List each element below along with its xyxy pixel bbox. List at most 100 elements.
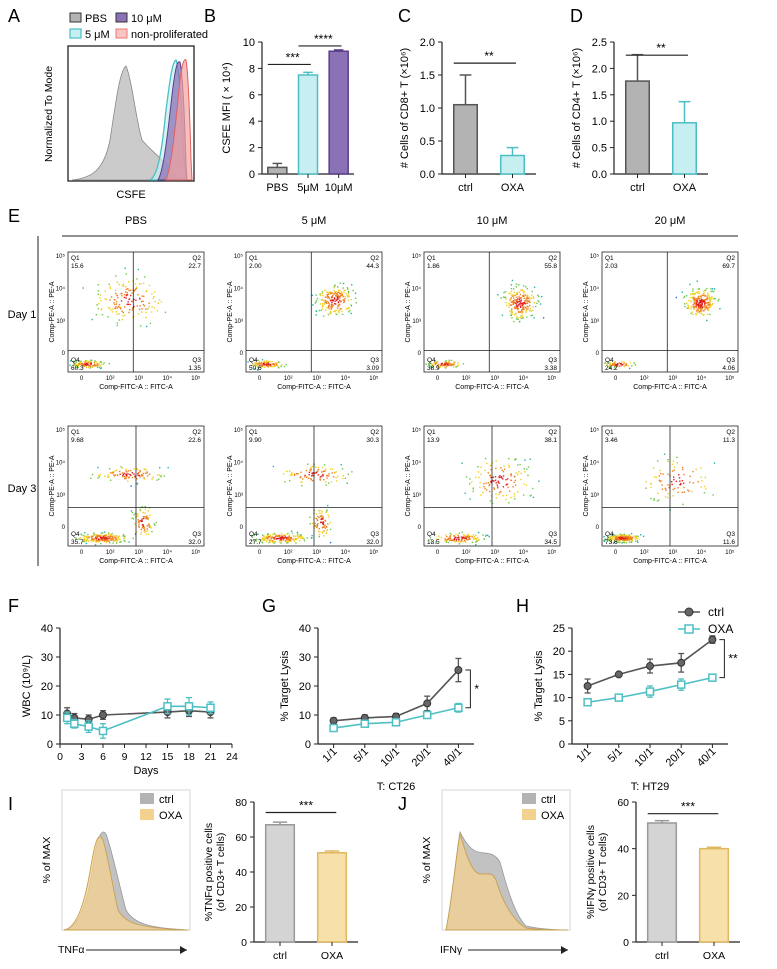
flow-event [515, 307, 517, 310]
flow-event [439, 364, 442, 367]
flow-event [351, 284, 353, 286]
flow-event [453, 363, 455, 365]
quad-q1-value: 2.03 [605, 263, 618, 270]
flow-event [273, 532, 276, 535]
bar-ctrl [646, 822, 678, 943]
flow-event [296, 538, 298, 540]
flow-event [269, 540, 271, 543]
flow-event [88, 366, 90, 368]
flow-event [608, 364, 611, 367]
flow-event [526, 300, 528, 302]
flow-event [146, 471, 149, 473]
x-tick-label: 10⁵ [369, 549, 379, 556]
y-tick-label: 10⁵ [590, 253, 600, 260]
flow-event [127, 480, 129, 482]
flow-event [259, 539, 262, 542]
flow-event [138, 520, 141, 522]
flow-event [88, 364, 90, 366]
flow-event [288, 535, 290, 537]
flow-event [94, 360, 96, 362]
flow-event [491, 502, 494, 505]
y-tick-label: 10⁴ [590, 459, 600, 466]
quad-q1-label: Q1 [71, 429, 80, 436]
flow-event [713, 288, 716, 290]
flow-event [522, 304, 524, 306]
flow-event [296, 531, 299, 534]
flow-event [88, 536, 90, 539]
flow-event [702, 310, 705, 312]
flow-event [326, 306, 328, 309]
flow-event [283, 365, 286, 368]
flow-event [142, 512, 145, 514]
flow-event [621, 361, 623, 363]
flow-event [268, 541, 270, 544]
flow-event [681, 479, 684, 482]
flow-event [135, 299, 137, 301]
flow-event [98, 366, 101, 368]
flow-event [109, 287, 112, 290]
flow-event [281, 537, 284, 539]
x-tick-label: 10⁵ [191, 375, 201, 382]
flow-event [128, 541, 130, 543]
flow-event [278, 361, 281, 364]
flow-event [527, 300, 529, 303]
flow-event [700, 309, 702, 311]
flow-event [80, 363, 82, 365]
flow-event [514, 299, 516, 301]
flow-event [696, 303, 698, 306]
flow-event [77, 366, 79, 369]
flow-event [309, 523, 311, 525]
flow-event [149, 514, 151, 516]
y-axis-label: WBC (10⁹/L) [21, 655, 33, 717]
flow-event [156, 310, 158, 312]
flow-event [623, 535, 625, 537]
flow-event [525, 311, 527, 313]
flow-event [115, 469, 118, 472]
flow-event [689, 481, 691, 484]
flow-event [125, 477, 127, 480]
flow-event [261, 541, 263, 543]
flow-event [532, 496, 535, 499]
flow-event [327, 514, 329, 516]
flow-event [84, 361, 87, 364]
flow-event [123, 306, 126, 308]
flow-event [704, 476, 707, 479]
y-tick-label: 40 [41, 623, 53, 635]
flow-event [311, 479, 314, 482]
quad-q4-label: Q4 [249, 531, 258, 538]
flow-event [511, 310, 513, 312]
flow-event [308, 473, 310, 476]
flow-event [276, 535, 279, 538]
x-tick-label: 10² [640, 550, 649, 556]
flow-event [497, 481, 500, 484]
flow-event [331, 296, 333, 298]
flow-event [89, 367, 91, 369]
flow-event [517, 318, 519, 321]
flow-event [452, 539, 454, 541]
flow-event [112, 471, 115, 474]
flow-event [657, 499, 660, 501]
flow-event [300, 481, 302, 483]
x-tick-label: 10/1 [378, 746, 402, 770]
flow-event [629, 537, 632, 539]
y-axis-label: # Cells of CD4+ T (×10⁶) [571, 48, 583, 168]
flow-event [289, 539, 292, 541]
flow-event [315, 466, 317, 468]
flow-event [468, 535, 471, 538]
flow-event [266, 533, 269, 535]
flow-event [325, 532, 328, 534]
flow-event [604, 362, 606, 364]
flow-event [113, 299, 116, 301]
flow-event [609, 536, 611, 538]
flow-event [335, 480, 338, 482]
flow-event [341, 292, 343, 294]
flow-event [321, 298, 323, 301]
flow-event [709, 299, 712, 301]
quad-q3-label: Q3 [548, 531, 557, 538]
flow-event [341, 310, 343, 313]
flow-event [103, 534, 106, 537]
y-tick-label: 10⁵ [56, 427, 66, 434]
flow-event [262, 363, 265, 365]
